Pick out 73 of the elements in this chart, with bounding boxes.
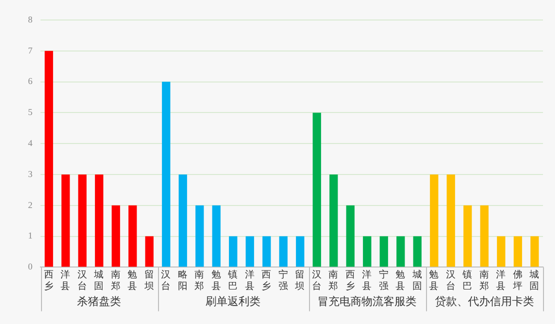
y-tick-label: 2 — [28, 200, 32, 210]
x-tick-label: 镇巴 — [227, 268, 238, 292]
x-tick-label: 留坝 — [143, 268, 154, 292]
text: 杀猪盘类 — [77, 295, 122, 308]
x-tick-label: 汉台 — [161, 268, 172, 292]
bar — [496, 236, 506, 267]
bar — [246, 236, 254, 267]
text: 刷单返利类 — [206, 295, 261, 308]
bar — [228, 236, 238, 267]
bar — [296, 236, 304, 267]
bar — [463, 205, 472, 267]
y-tick-label: 4 — [28, 138, 33, 148]
x-tick-label: 勉县 — [128, 268, 138, 292]
bar — [279, 236, 288, 267]
bar — [44, 50, 54, 267]
bar — [162, 82, 170, 267]
x-tick-label: 佛坪 — [512, 269, 523, 292]
x-tick-label: 略阳 — [178, 269, 188, 292]
bar — [61, 174, 70, 267]
bar — [413, 236, 422, 267]
x-tick-label: 汉台 — [446, 268, 456, 292]
bar — [480, 205, 489, 267]
bar — [195, 205, 204, 267]
x-tick-label: 汉台 — [312, 268, 322, 292]
bar — [396, 236, 405, 267]
x-tick-label: 洋县 — [496, 268, 506, 292]
bar — [312, 112, 322, 267]
bar — [346, 205, 355, 267]
bar — [380, 236, 388, 267]
x-tick-label: 西乡 — [262, 269, 272, 292]
x-tick-label: 南郑 — [479, 268, 490, 292]
x-tick-label: 南郑 — [328, 268, 339, 292]
y-tick-label: 6 — [28, 76, 33, 86]
text: 贷款、代办信用卡类 — [434, 295, 534, 308]
x-tick-label: 汉台 — [77, 268, 88, 292]
y-tick-label: 1 — [28, 230, 32, 241]
x-tick-label: 城固 — [411, 268, 422, 292]
x-tick-label: 城固 — [528, 268, 540, 292]
x-tick-label: 城固 — [93, 268, 104, 292]
bar — [362, 236, 372, 267]
x-tick-label: 洋县 — [362, 268, 372, 292]
y-tick-label: 0 — [28, 262, 33, 272]
x-tick-label: 勉县 — [429, 268, 440, 292]
bar — [178, 174, 188, 267]
bar — [212, 205, 221, 267]
x-tick-label: 洋县 — [60, 268, 71, 292]
bar — [430, 174, 438, 267]
x-tick-label: 宁强 — [378, 268, 389, 292]
bar — [329, 174, 338, 267]
x-tick-label: 洋县 — [244, 268, 255, 292]
text: 冒充电商物流客服类 — [318, 295, 417, 308]
bar — [262, 236, 271, 267]
bar — [94, 174, 104, 267]
x-tick-label: 宁强 — [278, 268, 288, 292]
x-tick-label: 南郑 — [110, 268, 121, 292]
bar — [78, 174, 87, 267]
bar — [112, 205, 120, 267]
bar — [514, 236, 522, 267]
x-tick-label: 留坝 — [294, 268, 306, 292]
x-tick-label: 西乡 — [44, 269, 54, 292]
y-tick-label: 7 — [28, 45, 33, 56]
y-tick-label: 3 — [28, 168, 33, 179]
bar — [145, 236, 154, 267]
x-tick-label: 镇巴 — [462, 268, 473, 292]
x-tick-label: 勉县 — [396, 268, 406, 292]
bar — [128, 205, 137, 267]
x-tick-label: 勉县 — [211, 268, 222, 292]
y-tick-label: 8 — [28, 14, 33, 24]
bar — [530, 236, 539, 267]
y-tick-label: 5 — [28, 107, 33, 118]
x-tick-label: 西乡 — [345, 269, 356, 292]
x-tick-label: 南郑 — [194, 268, 205, 292]
bar — [446, 174, 456, 267]
